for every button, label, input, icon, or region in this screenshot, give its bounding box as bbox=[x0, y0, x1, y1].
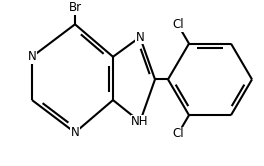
Text: NH: NH bbox=[131, 115, 149, 128]
Text: N: N bbox=[28, 50, 36, 63]
Text: N: N bbox=[136, 31, 144, 44]
Text: Cl: Cl bbox=[172, 18, 184, 31]
Text: Br: Br bbox=[68, 1, 82, 14]
Text: N: N bbox=[71, 126, 79, 139]
Text: Cl: Cl bbox=[172, 127, 184, 140]
